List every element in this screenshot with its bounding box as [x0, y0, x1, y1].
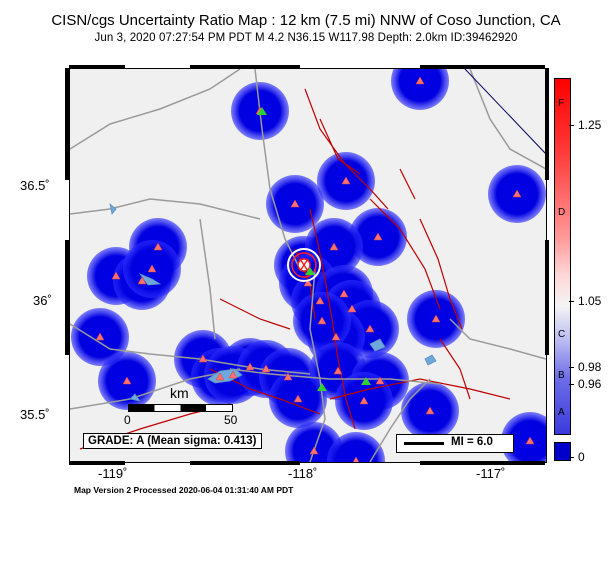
station-triangle: [137, 276, 147, 285]
station-triangle: [415, 76, 425, 85]
station-triangle: [290, 199, 300, 208]
station-triangle: [245, 362, 255, 371]
colorbar-letter: C: [558, 329, 566, 340]
colorbar-value: 0.96: [578, 377, 602, 391]
x-tick-label: -119˚: [98, 466, 128, 481]
station-triangle: [317, 316, 327, 325]
scale-start: 0: [124, 413, 131, 427]
epicenter-marker: [287, 248, 321, 282]
station-triangle: [122, 376, 132, 385]
station-triangle: [359, 396, 369, 405]
colorbar-letter: B: [558, 370, 565, 381]
x-tick-label: -117˚: [476, 466, 506, 481]
station-triangle: [339, 289, 349, 298]
colorbar-low-swatch: [554, 442, 571, 461]
x-tick-label: -118˚: [288, 466, 318, 481]
green-station-markers: [257, 107, 371, 391]
mi-legend-text: MI = 6.0: [451, 436, 493, 448]
station-triangle: [365, 324, 375, 333]
station-halo: [391, 69, 449, 110]
fault-lines: [79, 88, 511, 450]
station-triangle: [333, 366, 343, 375]
station-triangle: [341, 176, 351, 185]
station-triangle: [525, 436, 535, 445]
colorbar-letter: D: [558, 207, 566, 218]
mi-legend-line: [404, 442, 444, 445]
station-triangle: [512, 189, 522, 198]
event-details: Jun 3, 2020 07:27:54 PM PDT M 4.2 N36.15…: [94, 32, 518, 44]
station-triangle: [215, 372, 225, 381]
station-triangle: [95, 332, 105, 341]
station-triangle: [309, 446, 319, 455]
mi-legend: MI = 6.0: [396, 434, 514, 453]
colorbar-tick: [569, 301, 574, 302]
station-triangle: [352, 456, 360, 462]
seismic-stations: [95, 76, 535, 462]
colorbar-tick: [569, 384, 574, 385]
map-title: CISN/cgs Uncertainty Ratio Map : 12 km (…: [51, 12, 561, 29]
colorbar: [554, 78, 571, 435]
station-triangle: [431, 314, 441, 323]
colorbar-letter: A: [558, 407, 565, 418]
colorbar-value: 0: [578, 450, 585, 464]
station-triangle: [261, 364, 271, 373]
station-triangle: [425, 406, 435, 415]
map-version-footer: Map Version 2 Processed 2020-06-04 01:31…: [74, 485, 294, 495]
station-triangle: [198, 354, 208, 363]
state-border: [464, 69, 546, 155]
station-triangle: [111, 271, 121, 280]
y-tick-label: 36˚: [33, 293, 52, 308]
scale-unit: km: [170, 385, 189, 401]
station-triangle: [331, 332, 341, 341]
station-triangle: [315, 296, 325, 305]
colorbar-tick: [569, 457, 574, 458]
scale-bar-graphic: [128, 404, 233, 412]
colorbar-tick: [569, 367, 574, 368]
station-triangle: [153, 242, 163, 251]
colorbar-value: 1.05: [578, 294, 602, 308]
colorbar-tick: [569, 125, 574, 126]
station-triangle: [375, 376, 385, 385]
map-svg: [70, 69, 546, 462]
station-triangle: [293, 394, 303, 403]
map-canvas[interactable]: [69, 68, 547, 463]
station-triangle: [303, 278, 313, 287]
station-triangle: [373, 232, 383, 241]
station-halo: [327, 432, 385, 462]
colorbar-letter: F: [558, 98, 565, 109]
station-triangle: [147, 264, 157, 273]
roads: [70, 69, 546, 462]
grade-label: GRADE: A (Mean sigma: 0.413): [83, 433, 262, 449]
scale-end: 50: [224, 413, 238, 427]
station-triangle: [329, 242, 339, 251]
station-triangle: [283, 372, 293, 381]
colorbar-value: 0.98: [578, 360, 602, 374]
y-tick-label: 36.5˚: [20, 178, 50, 193]
colorbar-value: 1.25: [578, 118, 602, 132]
station-triangle: [347, 304, 357, 313]
y-tick-label: 35.5˚: [20, 407, 50, 422]
station-triangle: [228, 370, 238, 379]
